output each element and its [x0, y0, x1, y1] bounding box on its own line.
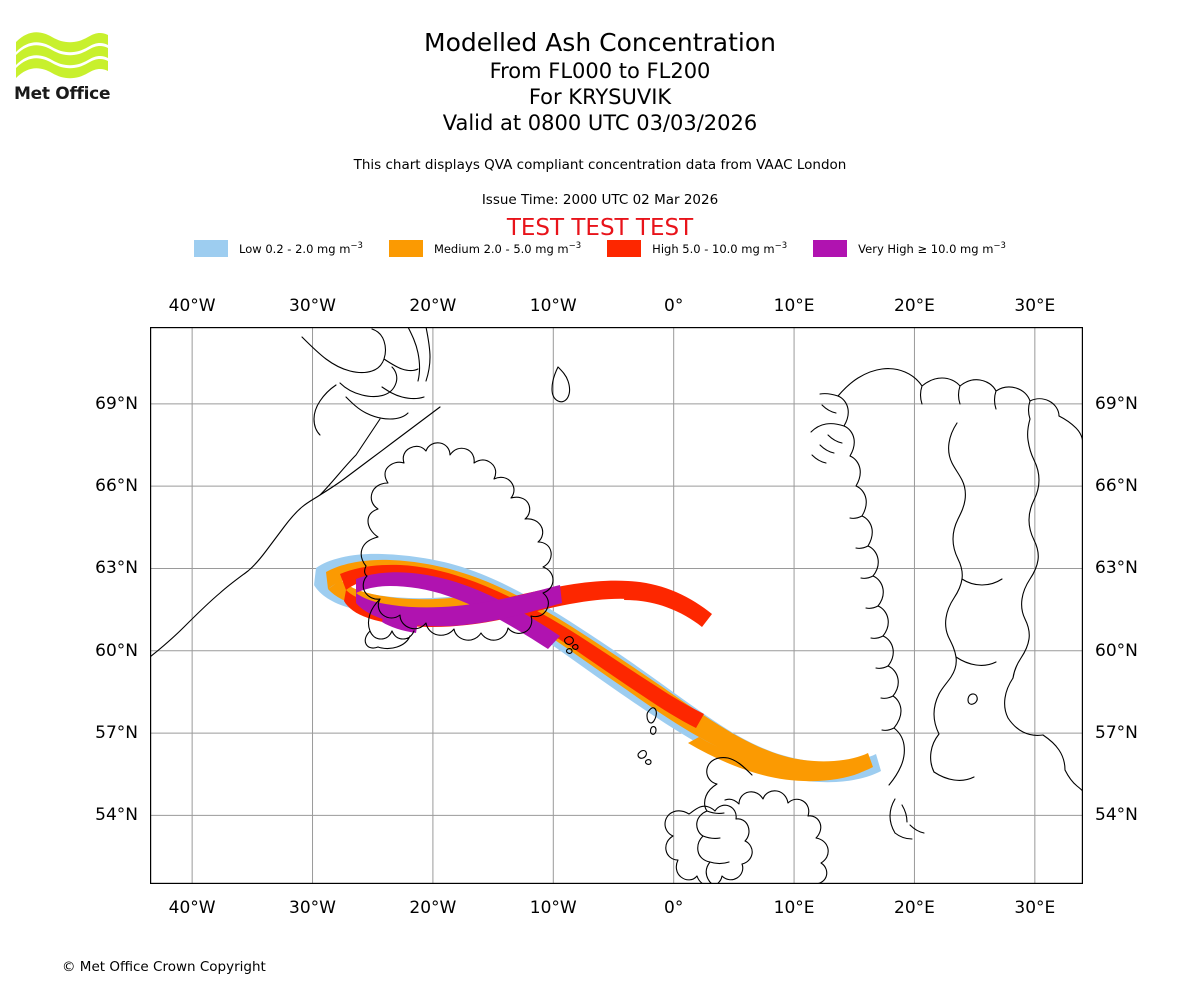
map-background	[150, 327, 1083, 884]
coastline-great-britain	[696, 757, 829, 884]
met-office-brand-text: Met Office	[14, 84, 111, 104]
coastline-orkney	[637, 749, 652, 765]
xtick-top-10°W: 10°W	[529, 296, 577, 316]
coastline-norway-fjords	[849, 515, 895, 731]
page-title: Modelled Ash Concentration	[424, 28, 776, 57]
flight-level-range: From FL000 to FL200	[489, 59, 711, 83]
coastline-layer	[150, 327, 1083, 884]
contour-high-tail	[624, 581, 712, 627]
coastline-sweden	[938, 422, 966, 695]
coastline-greenland-fjords	[319, 418, 381, 496]
legend-item-very-high: Very High ≥ 10.0 mg m−3	[813, 240, 1006, 257]
coastline-denmark	[889, 798, 925, 840]
ytick-right-69°N: 69°N	[1095, 393, 1138, 414]
ytick-left-69°N: 69°N	[95, 393, 138, 414]
map-canvas	[150, 327, 1083, 884]
legend-swatch-3	[813, 240, 848, 257]
met-office-logo: Met Office	[14, 28, 124, 103]
coastline-shetland	[646, 707, 657, 735]
contour-very-high-body	[356, 585, 562, 627]
xtick-top-30°W: 30°W	[289, 296, 336, 316]
legend-label-1: Medium 2.0 - 5.0 mg m−3	[433, 241, 582, 256]
coastline-greenland-north	[301, 327, 431, 436]
ytick-left-54°N: 54°N	[95, 805, 138, 826]
ytick-left-63°N: 63°N	[95, 558, 138, 579]
coastline-faroe	[564, 636, 579, 654]
xtick-bottom-20°W: 20°W	[409, 898, 457, 918]
coastline-iceland	[360, 442, 554, 641]
xtick-top-0°: 0°	[664, 296, 684, 316]
legend-item-low: Low 0.2 - 2.0 mg m−3	[194, 240, 363, 257]
legend-swatch-2	[607, 240, 642, 257]
ytick-left-60°N: 60°N	[95, 640, 138, 661]
copyright-notice: © Met Office Crown Copyright	[62, 959, 266, 975]
xtick-bottom-40°W: 40°W	[168, 898, 216, 918]
coastline-north-norway	[837, 368, 1060, 420]
coastline-finland	[1012, 418, 1040, 679]
map-frame-border	[150, 327, 1083, 884]
legend-label-2: High 5.0 - 10.0 mg m−3	[652, 241, 788, 256]
xtick-top-40°W: 40°W	[168, 296, 216, 316]
contour-very-high	[356, 572, 560, 649]
xtick-top-10°E: 10°E	[773, 296, 815, 316]
valid-time: Valid at 0800 UTC 03/03/2026	[442, 111, 758, 135]
contour-high	[340, 564, 704, 728]
coastline-lofoten	[810, 393, 845, 464]
concentration-legend: Low 0.2 - 2.0 mg m−3 Medium 2.0 - 5.0 mg …	[0, 240, 1200, 257]
coastline-gulf-bothnia	[955, 578, 1003, 666]
legend-label-3: Very High ≥ 10.0 mg m−3	[858, 241, 1006, 256]
coastline-greenland	[150, 406, 441, 658]
ytick-right-57°N: 57°N	[1095, 723, 1138, 744]
xtick-bottom-10°W: 10°W	[529, 898, 577, 918]
met-office-waves-icon	[16, 32, 108, 79]
coastline-greenland-island	[381, 386, 425, 400]
ytick-right-63°N: 63°N	[1095, 558, 1138, 579]
test-banner: TEST TEST TEST	[506, 215, 694, 241]
ytick-right-60°N: 60°N	[1095, 640, 1138, 661]
coastline-great-britain-detail	[702, 810, 730, 865]
xtick-bottom-0°: 0°	[664, 898, 684, 918]
ytick-right-54°N: 54°N	[1095, 805, 1138, 826]
xtick-top-20°E: 20°E	[894, 296, 935, 316]
xtick-top-20°W: 20°W	[409, 296, 457, 316]
ash-concentration-map	[150, 327, 1083, 884]
legend-item-medium: Medium 2.0 - 5.0 mg m−3	[388, 240, 582, 257]
legend-label-0: Low 0.2 - 2.0 mg m−3	[239, 241, 363, 256]
xtick-top-30°E: 30°E	[1014, 296, 1056, 316]
coastline-gotland	[967, 693, 978, 705]
xtick-bottom-20°E: 20°E	[894, 898, 935, 918]
chart-title-block: Modelled Ash Concentration From FL000 to…	[0, 28, 1200, 136]
coastline-sweden-east	[930, 693, 940, 773]
ytick-right-66°N: 66°N	[1095, 476, 1138, 497]
qva-note: This chart displays QVA compliant concen…	[353, 157, 847, 173]
coastline-baltic-south	[933, 677, 1044, 781]
legend-swatch-0	[194, 240, 229, 257]
ytick-left-66°N: 66°N	[95, 476, 138, 497]
contour-medium	[326, 559, 873, 778]
coastline-greenland-sliver	[551, 366, 571, 403]
legend-swatch-1	[388, 240, 423, 257]
ash-plume-contours	[314, 553, 881, 783]
ytick-left-57°N: 57°N	[95, 723, 138, 744]
xtick-bottom-30°W: 30°W	[289, 898, 336, 918]
plume-tail-medium	[688, 737, 864, 782]
volcano-name: For KRYSUVIK	[528, 85, 672, 109]
issue-time: Issue Time: 2000 UTC 02 Mar 2026	[481, 192, 719, 208]
graticule-gridlines	[150, 327, 1083, 884]
coastline-ireland	[664, 804, 753, 884]
xtick-bottom-30°E: 30°E	[1014, 898, 1056, 918]
legend-item-high: High 5.0 - 10.0 mg m−3	[607, 240, 787, 257]
xtick-bottom-10°E: 10°E	[773, 898, 815, 918]
coastline-norway	[837, 395, 905, 786]
coastline-iceland-reykjanes	[364, 598, 415, 650]
